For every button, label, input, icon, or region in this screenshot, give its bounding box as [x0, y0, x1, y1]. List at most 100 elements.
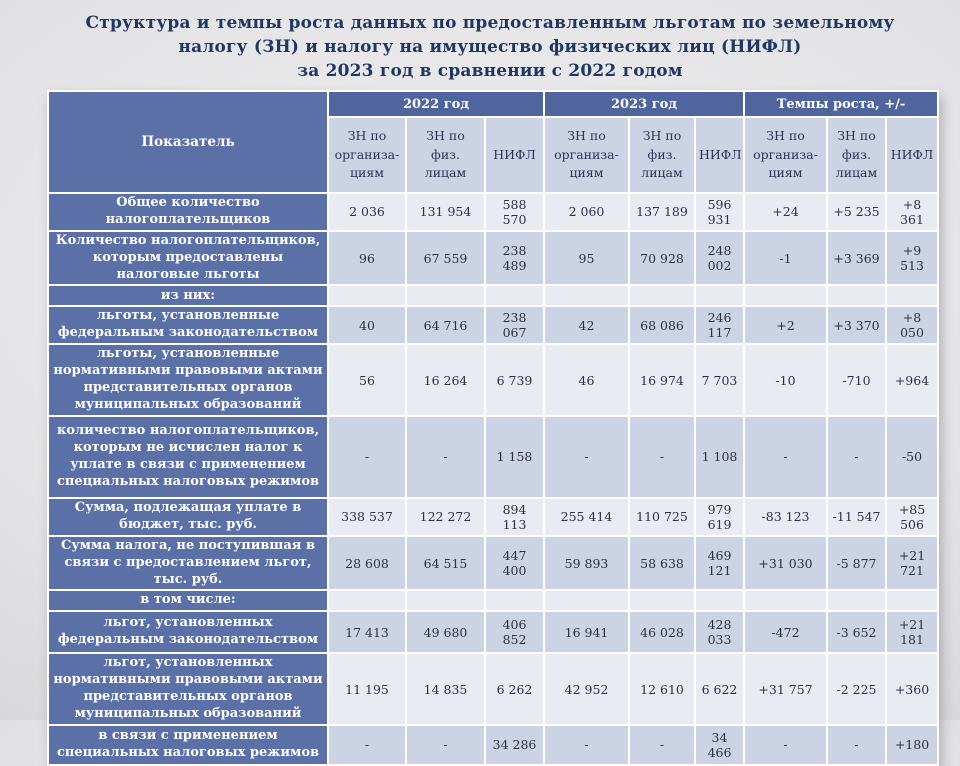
- row-value-cell: [743, 284, 828, 308]
- row-value-cell: [484, 284, 545, 308]
- column-group-growth: Темпы роста, +/-: [742, 90, 940, 118]
- row-value-cell: -: [826, 723, 887, 766]
- column-subheader-zn-org-growth: ЗН по организа-циям: [743, 116, 828, 194]
- row-value-cell: 95: [543, 229, 630, 287]
- row-value-cell: [826, 589, 887, 613]
- row-value-cell: -: [628, 414, 696, 499]
- row-value-cell: 40: [327, 305, 407, 346]
- row-value-cell: -5 877: [826, 534, 887, 592]
- column-subheader-zn-fiz-growth: ЗН по физ. лицам: [826, 116, 887, 194]
- row-value-cell: 255 414: [543, 496, 630, 537]
- row-value-cell: 70 928: [628, 229, 696, 287]
- row-value-cell: [405, 589, 486, 613]
- column-subheader-zn-org-2022: ЗН по организа-циям: [327, 116, 407, 194]
- row-value-cell: 42: [543, 305, 630, 346]
- row-label: Общее количество налогоплательщиков: [47, 192, 329, 232]
- row-label: Сумма, подлежащая уплате в бюджет, тыс. …: [47, 496, 329, 537]
- column-subheader-nifl-growth: НИФЛ: [884, 116, 940, 194]
- row-value-cell: +180: [884, 723, 940, 766]
- row-value-cell: +8 050: [884, 305, 940, 346]
- row-value-cell: -: [327, 414, 407, 499]
- row-value-cell: -83 123: [743, 496, 828, 537]
- column-header-indicator: Показатель: [47, 90, 329, 194]
- table-body: Общее количество налогоплательщиков 2 03…: [47, 192, 940, 766]
- row-value-cell: 12 610: [628, 652, 696, 726]
- row-value-cell: 1 158: [484, 414, 545, 499]
- row-value-cell: 596 931: [694, 192, 745, 232]
- row-value-cell: [628, 589, 696, 613]
- row-value-cell: 428 033: [694, 610, 745, 655]
- table-row: льгот, установленных федеральным законод…: [47, 610, 940, 655]
- row-value-cell: 46 028: [628, 610, 696, 655]
- table-row: льготы, установленные нормативными право…: [47, 343, 940, 417]
- row-value-cell: [543, 589, 630, 613]
- row-value-cell: [694, 589, 745, 613]
- column-group-2022: 2022 год: [327, 90, 545, 118]
- subheader-row: ЗН по организа-циям ЗН по физ. лицам НИФ…: [48, 116, 940, 194]
- table-row: Количество налогоплательщиков, которым п…: [47, 229, 940, 287]
- table-row: льготы, установленные федеральным законо…: [47, 305, 940, 346]
- table-row: Общее количество налогоплательщиков 2 03…: [47, 192, 940, 232]
- row-value-cell: 338 537: [327, 496, 407, 537]
- row-value-cell: 246 117: [694, 305, 745, 346]
- row-value-cell: 238 067: [484, 305, 545, 346]
- row-value-cell: 894 113: [484, 496, 545, 537]
- row-value-cell: 110 725: [628, 496, 696, 537]
- row-value-cell: 42 952: [543, 652, 630, 726]
- row-value-cell: 2 060: [543, 192, 630, 232]
- row-value-cell: 67 559: [405, 229, 486, 287]
- row-value-cell: 406 852: [484, 610, 545, 655]
- row-value-cell: 979 619: [694, 496, 745, 537]
- row-value-cell: -: [327, 723, 407, 766]
- table-row: Сумма, подлежащая уплате в бюджет, тыс. …: [47, 496, 940, 537]
- row-value-cell: +8 361: [884, 192, 940, 232]
- row-value-cell: 122 272: [405, 496, 486, 537]
- row-value-cell: [327, 284, 407, 308]
- row-value-cell: 68 086: [628, 305, 696, 346]
- row-value-cell: 6 262: [484, 652, 545, 726]
- row-value-cell: -710: [826, 343, 887, 417]
- row-value-cell: 34 286: [484, 723, 545, 766]
- row-value-cell: 16 264: [405, 343, 486, 417]
- row-value-cell: 11 195: [327, 652, 407, 726]
- row-value-cell: -: [743, 723, 828, 766]
- table-row: Сумма налога, не поступившая в связи с п…: [47, 534, 940, 592]
- row-value-cell: 1 108: [694, 414, 745, 499]
- row-value-cell: 34 466: [694, 723, 745, 766]
- row-value-cell: +21 181: [884, 610, 940, 655]
- row-value-cell: -10: [743, 343, 828, 417]
- table-row: в том числе:: [47, 589, 940, 613]
- column-subheader-zn-fiz-2022: ЗН по физ. лицам: [405, 116, 486, 194]
- row-value-cell: 59 893: [543, 534, 630, 592]
- group-header-row: Показатель 2022 год 2023 год Темпы роста…: [47, 90, 940, 194]
- row-value-cell: +21 721: [884, 534, 940, 592]
- row-value-cell: +9 513: [884, 229, 940, 287]
- row-label: льгот, установленных федеральным законод…: [47, 610, 329, 655]
- row-label: Сумма налога, не поступившая в связи с п…: [47, 534, 329, 592]
- row-value-cell: 7 703: [694, 343, 745, 417]
- row-value-cell: 16 941: [543, 610, 630, 655]
- row-value-cell: 131 954: [405, 192, 486, 232]
- row-value-cell: +3 369: [826, 229, 887, 287]
- row-value-cell: [405, 284, 486, 308]
- row-value-cell: 56: [327, 343, 407, 417]
- row-value-cell: 28 608: [327, 534, 407, 592]
- row-label: количество налогоплательщиков, которым н…: [47, 414, 329, 499]
- row-value-cell: 46: [543, 343, 630, 417]
- row-value-cell: 6 739: [484, 343, 545, 417]
- column-subheader-zn-org-2023: ЗН по организа-циям: [543, 116, 630, 194]
- row-value-cell: 58 638: [628, 534, 696, 592]
- row-value-cell: -: [628, 723, 696, 766]
- row-value-cell: 49 680: [405, 610, 486, 655]
- row-value-cell: 64 515: [405, 534, 486, 592]
- row-value-cell: +360: [884, 652, 940, 726]
- row-value-cell: 2 036: [327, 192, 407, 232]
- row-value-cell: -1: [743, 229, 828, 287]
- row-value-cell: 469 121: [694, 534, 745, 592]
- row-value-cell: 137 189: [628, 192, 696, 232]
- row-value-cell: +85 506: [884, 496, 940, 537]
- row-value-cell: [743, 589, 828, 613]
- row-value-cell: [327, 589, 407, 613]
- row-value-cell: 16 974: [628, 343, 696, 417]
- row-value-cell: [884, 284, 940, 308]
